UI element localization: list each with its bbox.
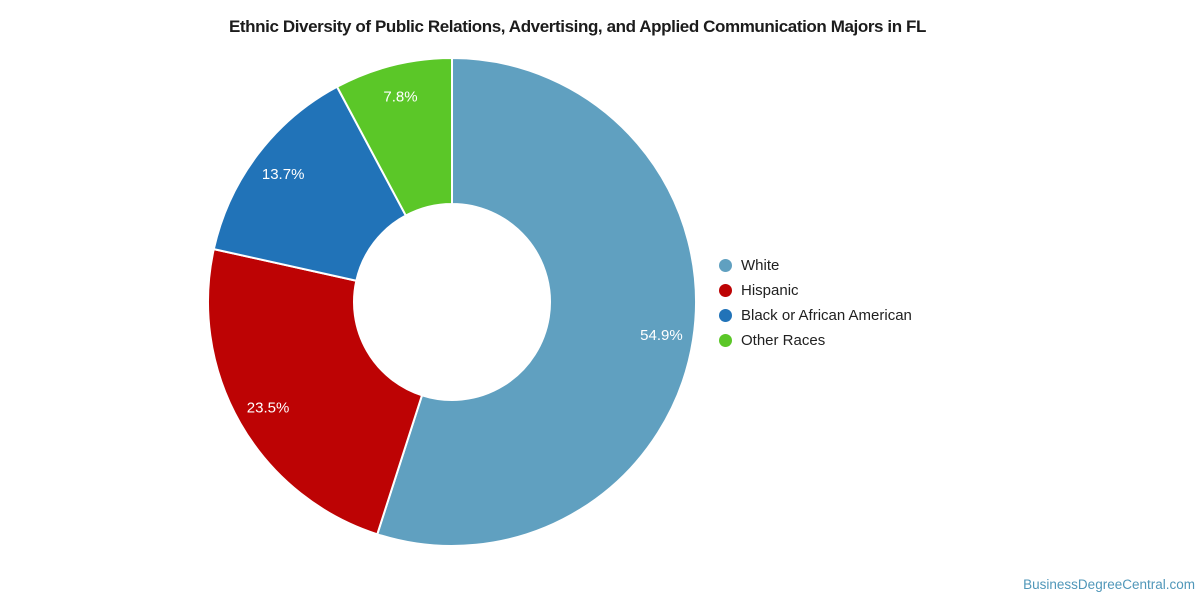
legend-item-hispanic: Hispanic <box>719 278 912 303</box>
legend: White Hispanic Black or African American… <box>719 253 912 353</box>
slice-value-label: 7.8% <box>383 88 417 105</box>
pie-slice-white[interactable] <box>376 57 697 547</box>
legend-marker-white-icon <box>719 259 732 272</box>
pie-slice-black-or-african-american[interactable] <box>212 85 407 282</box>
slice-value-label: 23.5% <box>247 399 290 416</box>
footer-link[interactable]: BusinessDegreeCentral.com <box>1023 577 1195 592</box>
pie-slice-hispanic[interactable] <box>207 248 423 536</box>
slice-value-label: 13.7% <box>262 166 305 183</box>
legend-item-white: White <box>719 253 912 278</box>
legend-label-hispanic: Hispanic <box>741 282 799 299</box>
legend-label-black-or-african-american: Black or African American <box>741 307 912 324</box>
legend-label-other-races: Other Races <box>741 332 826 349</box>
slice-value-label: 54.9% <box>640 327 683 344</box>
legend-marker-black-or-african-american-icon <box>719 309 732 322</box>
legend-item-other-races: Other Races <box>719 328 912 353</box>
pie-slice-other-races[interactable] <box>336 57 453 217</box>
legend-marker-other-races-icon <box>719 334 732 347</box>
legend-item-black-or-african-american: Black or African American <box>719 303 912 328</box>
legend-marker-hispanic-icon <box>719 284 732 297</box>
chart-title: Ethnic Diversity of Public Relations, Ad… <box>228 17 927 36</box>
legend-label-white: White <box>741 257 780 274</box>
